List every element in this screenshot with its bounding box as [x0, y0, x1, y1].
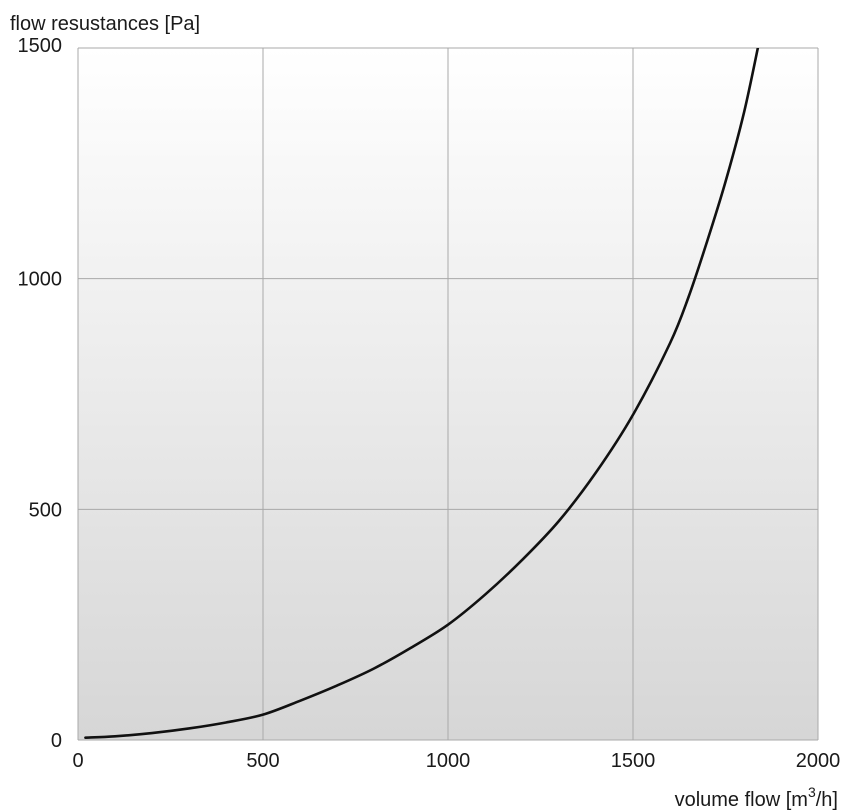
x-axis-label-main: volume flow [m	[675, 789, 808, 811]
y-axis-label: flow resustances [Pa]	[10, 13, 200, 35]
y-tick-label: 1000	[18, 269, 63, 291]
x-tick-label: 1500	[611, 750, 656, 772]
y-tick-label: 1500	[18, 35, 63, 57]
y-tick-label: 0	[51, 730, 62, 752]
x-axis-label: volume flow [m3/h]	[675, 784, 838, 811]
x-tick-label: 500	[246, 750, 279, 772]
gridlines	[77, 47, 819, 741]
x-tick-label: 1000	[426, 750, 471, 772]
y-tick-label: 500	[29, 499, 62, 521]
x-tick-label: 2000	[796, 750, 841, 772]
x-axis-label-end: /h]	[816, 789, 838, 811]
x-tick-label: 0	[72, 750, 83, 772]
series-layer	[84, 48, 760, 739]
tick-labels: 0 500 1000 1500 2000 0 500 1000 1500	[18, 35, 841, 772]
series-line-0	[84, 48, 760, 739]
x-axis-label-superscript: 3	[808, 784, 816, 800]
